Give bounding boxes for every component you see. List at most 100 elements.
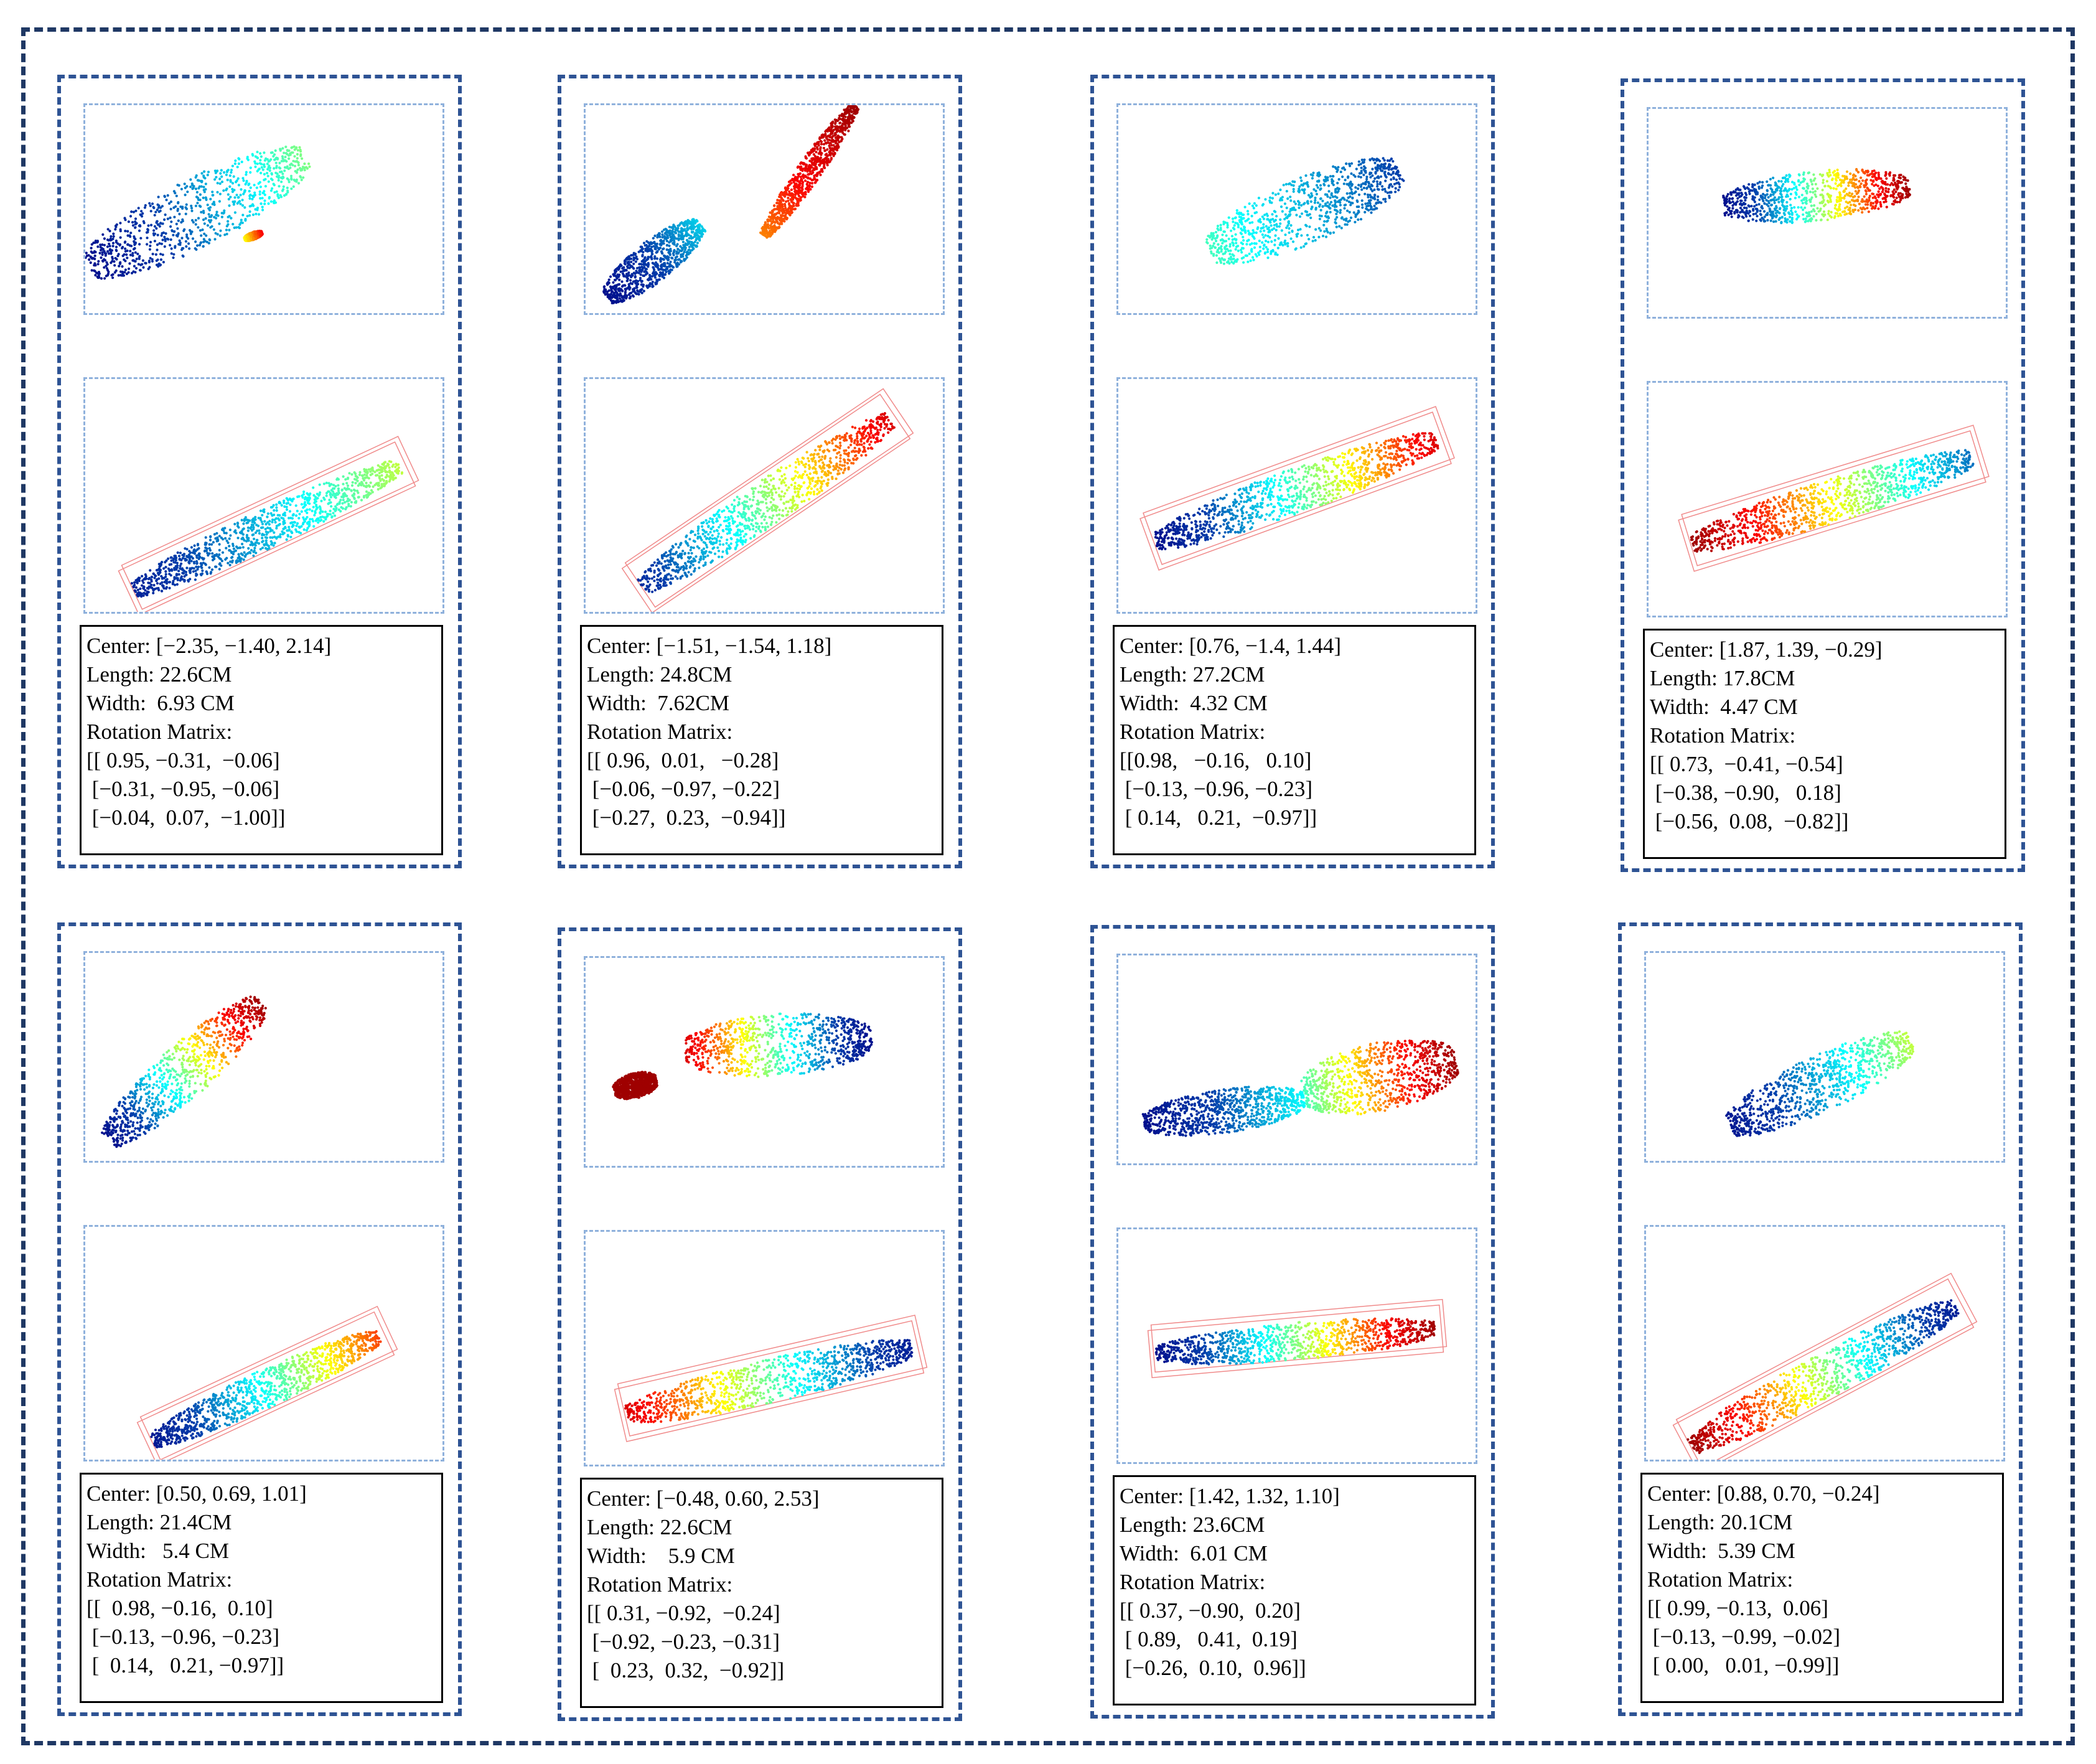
completed-pointcloud-bbox-view	[1116, 1227, 1477, 1464]
pose-info-box: Center: [0.50, 0.69, 1.01] Length: 21.4C…	[80, 1473, 443, 1703]
rotation-row-2: [−0.92, −0.23, −0.31]	[587, 1630, 780, 1654]
figure-frame	[21, 27, 2075, 1745]
point-cluster	[1154, 1317, 1436, 1366]
partial-pointcloud-view	[1647, 107, 2008, 319]
rotation-label: Rotation Matrix:	[1650, 723, 1796, 748]
width-text: Width: 5.9 CM	[587, 1544, 735, 1568]
completed-pointcloud-bbox-view	[83, 1225, 444, 1461]
rotation-row-1: [[ 0.98, −0.16, 0.10]	[87, 1596, 273, 1620]
rotation-label: Rotation Matrix:	[587, 1572, 733, 1597]
sample-cell-7: Center: [1.42, 1.32, 1.10] Length: 23.6C…	[1090, 925, 1495, 1719]
length-text: Length: 23.6CM	[1120, 1513, 1265, 1537]
point-cluster	[1722, 167, 1911, 225]
bounding-box	[136, 1305, 398, 1460]
partial-pointcloud	[101, 995, 267, 1148]
pose-info-box: Center: [0.76, −1.4, 1.44] Length: 27.2C…	[1113, 625, 1476, 855]
rotation-row-3: [−0.27, 0.23, −0.94]]	[587, 805, 786, 830]
bounding-box	[118, 436, 419, 612]
partial-pointcloud	[1722, 167, 1911, 225]
point-cluster	[624, 1339, 914, 1424]
width-text: Width: 5.39 CM	[1647, 1539, 1795, 1563]
completed-pointcloud-bbox-view	[1644, 1225, 2005, 1461]
point-cluster	[602, 218, 707, 304]
rotation-row-3: [ 0.00, 0.01, −0.99]]	[1647, 1653, 1840, 1677]
point-cluster	[101, 995, 267, 1148]
rotation-label: Rotation Matrix:	[1647, 1567, 1794, 1592]
completed-pointcloud-bbox-view	[584, 377, 945, 614]
length-text: Length: 27.2CM	[1120, 662, 1265, 687]
center-text: Center: [−2.35, −1.40, 2.14]	[87, 634, 332, 658]
rotation-row-3: [−0.26, 0.10, 0.96]]	[1120, 1656, 1306, 1680]
rotation-row-2: [ 0.89, 0.41, 0.19]	[1120, 1627, 1298, 1651]
rotation-row-1: [[ 0.99, −0.13, 0.06]	[1647, 1596, 1828, 1620]
rotation-label: Rotation Matrix:	[587, 720, 733, 744]
bounding-box	[1678, 425, 1990, 572]
length-text: Length: 22.6CM	[87, 662, 232, 687]
center-text: Center: [0.50, 0.69, 1.01]	[87, 1481, 307, 1506]
point-cluster	[1141, 1086, 1306, 1137]
rotation-row-2: [−0.13, −0.99, −0.02]	[1647, 1625, 1841, 1649]
partial-pointcloud	[1725, 1030, 1914, 1137]
center-text: Center: [0.88, 0.70, −0.24]	[1647, 1481, 1880, 1506]
point-cluster	[759, 105, 860, 239]
completed-pointcloud	[118, 436, 419, 612]
center-text: Center: [−1.51, −1.54, 1.18]	[587, 634, 832, 658]
width-text: Width: 6.01 CM	[1120, 1541, 1268, 1565]
partial-pointcloud	[85, 145, 311, 280]
length-text: Length: 22.6CM	[587, 1515, 732, 1539]
point-cluster	[243, 230, 264, 242]
pose-info-box: Center: [−1.51, −1.54, 1.18] Length: 24.…	[580, 625, 943, 855]
partial-pointcloud-view	[584, 103, 945, 315]
partial-pointcloud-view	[584, 956, 945, 1168]
length-text: Length: 24.8CM	[587, 662, 732, 687]
rotation-row-1: [[ 0.96, 0.01, −0.28]	[587, 748, 779, 772]
partial-pointcloud	[1141, 1039, 1459, 1137]
point-cluster	[150, 1330, 382, 1448]
partial-pointcloud-view	[1644, 951, 2005, 1163]
rotation-row-1: [[ 0.95, −0.31, −0.06]	[87, 748, 280, 772]
completed-pointcloud-bbox-view	[1647, 381, 2008, 617]
rotation-row-3: [ 0.23, 0.32, −0.92]]	[587, 1658, 785, 1682]
sample-cell-6: Center: [−0.48, 0.60, 2.53] Length: 22.6…	[558, 927, 962, 1721]
center-text: Center: [0.76, −1.4, 1.44]	[1120, 634, 1342, 658]
point-cluster	[1725, 1030, 1914, 1137]
point-cluster	[85, 145, 311, 280]
completed-pointcloud	[1672, 1272, 1978, 1460]
point-cluster	[1690, 449, 1975, 553]
partial-pointcloud	[612, 1012, 873, 1100]
length-text: Length: 20.1CM	[1647, 1510, 1793, 1534]
rotation-row-2: [−0.13, −0.96, −0.23]	[1120, 777, 1313, 801]
rotation-row-2: [−0.31, −0.95, −0.06]	[87, 777, 280, 801]
sample-cell-2: Center: [−1.51, −1.54, 1.18] Length: 24.…	[558, 75, 962, 868]
width-text: Width: 5.4 CM	[87, 1539, 230, 1563]
completed-pointcloud	[621, 388, 914, 612]
completed-pointcloud	[1147, 1298, 1448, 1379]
point-cluster	[1154, 432, 1439, 551]
rotation-row-3: [−0.04, 0.07, −1.00]]	[87, 805, 286, 830]
center-text: Center: [−0.48, 0.60, 2.53]	[587, 1486, 820, 1511]
rotation-label: Rotation Matrix:	[1120, 720, 1266, 744]
width-text: Width: 6.93 CM	[87, 691, 235, 715]
pose-info-box: Center: [0.88, 0.70, −0.24] Length: 20.1…	[1640, 1473, 2004, 1703]
partial-pointcloud	[602, 105, 860, 304]
partial-pointcloud	[1205, 157, 1405, 265]
rotation-row-1: [[ 0.37, −0.90, 0.20]	[1120, 1598, 1301, 1623]
point-cluster	[1687, 1299, 1960, 1455]
width-text: Width: 4.32 CM	[1120, 691, 1268, 715]
pose-info-box: Center: [−2.35, −1.40, 2.14] Length: 22.…	[80, 625, 443, 855]
rotation-row-2: [−0.06, −0.97, −0.22]	[587, 777, 780, 801]
sample-cell-8: Center: [0.88, 0.70, −0.24] Length: 20.1…	[1618, 922, 2023, 1716]
partial-pointcloud-view	[83, 951, 444, 1163]
point-cluster	[637, 412, 896, 593]
point-cluster	[1205, 157, 1405, 265]
pose-info-box: Center: [1.42, 1.32, 1.10] Length: 23.6C…	[1113, 1475, 1476, 1705]
rotation-label: Rotation Matrix:	[1120, 1570, 1266, 1594]
point-cluster	[612, 1071, 658, 1100]
partial-pointcloud-view	[1116, 954, 1477, 1165]
completed-pointcloud	[1678, 425, 1990, 572]
rotation-row-1: [[ 0.73, −0.41, −0.54]	[1650, 752, 1843, 776]
bounding-box	[614, 1315, 928, 1442]
completed-pointcloud-bbox-view	[584, 1230, 945, 1466]
completed-pointcloud-bbox-view	[1116, 377, 1477, 614]
point-cluster	[1300, 1039, 1459, 1115]
